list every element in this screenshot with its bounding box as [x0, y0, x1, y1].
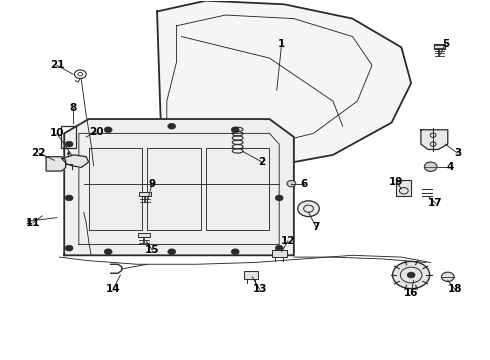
Text: 11: 11 — [25, 218, 40, 228]
Text: 19: 19 — [389, 177, 404, 187]
Text: 4: 4 — [446, 162, 454, 172]
Text: 22: 22 — [31, 148, 46, 158]
Text: 15: 15 — [145, 245, 159, 255]
Text: 6: 6 — [300, 179, 307, 189]
Text: 20: 20 — [89, 127, 103, 136]
Circle shape — [231, 249, 239, 255]
Polygon shape — [46, 157, 66, 171]
Text: 1: 1 — [278, 39, 285, 49]
Circle shape — [392, 261, 430, 289]
Text: 13: 13 — [252, 284, 267, 294]
Polygon shape — [421, 130, 448, 149]
Circle shape — [168, 249, 175, 255]
Circle shape — [275, 245, 283, 251]
Circle shape — [65, 141, 73, 147]
Bar — [272, 250, 287, 257]
Circle shape — [275, 195, 283, 201]
Circle shape — [298, 201, 319, 217]
Bar — [139, 192, 151, 196]
Text: 5: 5 — [441, 39, 449, 49]
Circle shape — [65, 245, 73, 251]
Bar — [61, 126, 76, 148]
Circle shape — [407, 272, 415, 278]
Text: 21: 21 — [49, 60, 64, 70]
Polygon shape — [64, 119, 294, 255]
Text: 9: 9 — [148, 179, 156, 189]
Polygon shape — [157, 1, 411, 169]
Text: 18: 18 — [448, 284, 463, 294]
Bar — [244, 271, 258, 279]
Text: 16: 16 — [404, 288, 418, 298]
Text: 8: 8 — [70, 103, 76, 113]
Text: 12: 12 — [281, 236, 295, 246]
Text: 14: 14 — [106, 284, 121, 294]
Circle shape — [104, 249, 112, 255]
Text: 3: 3 — [454, 148, 461, 158]
Text: 2: 2 — [259, 157, 266, 167]
Text: 10: 10 — [49, 129, 64, 138]
Circle shape — [168, 123, 175, 129]
Bar — [434, 44, 445, 49]
Circle shape — [104, 127, 112, 133]
Circle shape — [65, 195, 73, 201]
Circle shape — [231, 127, 239, 133]
Circle shape — [424, 162, 437, 171]
Bar — [396, 180, 411, 196]
Circle shape — [441, 272, 454, 282]
Text: 17: 17 — [428, 198, 443, 208]
Bar — [138, 233, 150, 237]
Circle shape — [287, 180, 296, 187]
Text: 7: 7 — [312, 222, 319, 231]
Polygon shape — [62, 155, 89, 167]
